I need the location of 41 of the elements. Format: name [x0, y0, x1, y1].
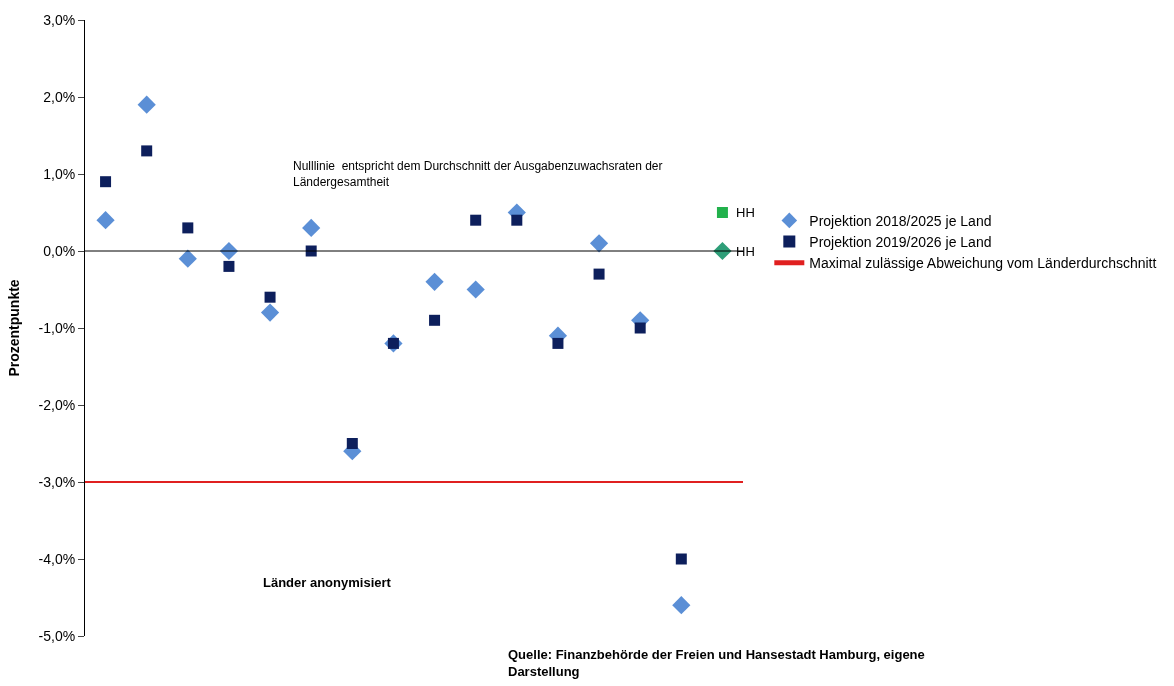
annotation: HH — [736, 205, 755, 220]
point — [470, 214, 482, 226]
point — [141, 145, 153, 157]
y-tick-label: 2,0% — [43, 88, 76, 105]
legend-label: Maximal zulässige Abweichung vom Länderdurchschnitt — [809, 255, 1157, 272]
point — [634, 322, 646, 334]
legend-label: Projektion 2018/2025 je Land — [809, 212, 992, 229]
annotation: HH — [736, 244, 755, 259]
point — [260, 303, 280, 322]
point — [716, 207, 728, 218]
legend-label: Projektion 2019/2026 je Land — [809, 234, 992, 251]
point — [264, 291, 276, 303]
y-axis-title: Prozentpunkte — [6, 279, 23, 377]
point — [346, 438, 358, 449]
y-tick-label: -5,0% — [38, 627, 76, 644]
point — [96, 211, 115, 230]
y-tick-label: -4,0% — [38, 550, 76, 567]
point — [552, 337, 564, 349]
point — [675, 553, 687, 565]
point — [511, 214, 523, 226]
point — [672, 596, 691, 615]
annotation: Nulllinie entspricht dem Durchschnitt der Ausgabenzuwachsraten der Ländergesamtheit — [293, 159, 663, 189]
point — [182, 222, 194, 234]
point — [429, 314, 441, 326]
y-tick-label: -3,0% — [38, 473, 76, 490]
point — [589, 234, 609, 253]
point — [425, 272, 444, 291]
y-tick-label: 3,0% — [43, 11, 76, 28]
x-axis-title: Länder anonymisiert — [263, 575, 392, 590]
point — [302, 218, 321, 237]
point — [178, 249, 197, 268]
y-tick-label: 0,0% — [43, 242, 76, 259]
point — [466, 280, 485, 299]
y-tick-label: 1,0% — [43, 165, 76, 182]
point — [593, 268, 605, 280]
point — [137, 95, 156, 114]
y-tick-label: -2,0% — [38, 396, 76, 413]
source-note: Quelle: Finanzbehörde der Freien und Hansestadt Hamburg, eigene Darstellung — [508, 647, 925, 679]
point — [100, 176, 112, 188]
point — [223, 260, 235, 272]
y-tick-label: -1,0% — [38, 319, 76, 336]
